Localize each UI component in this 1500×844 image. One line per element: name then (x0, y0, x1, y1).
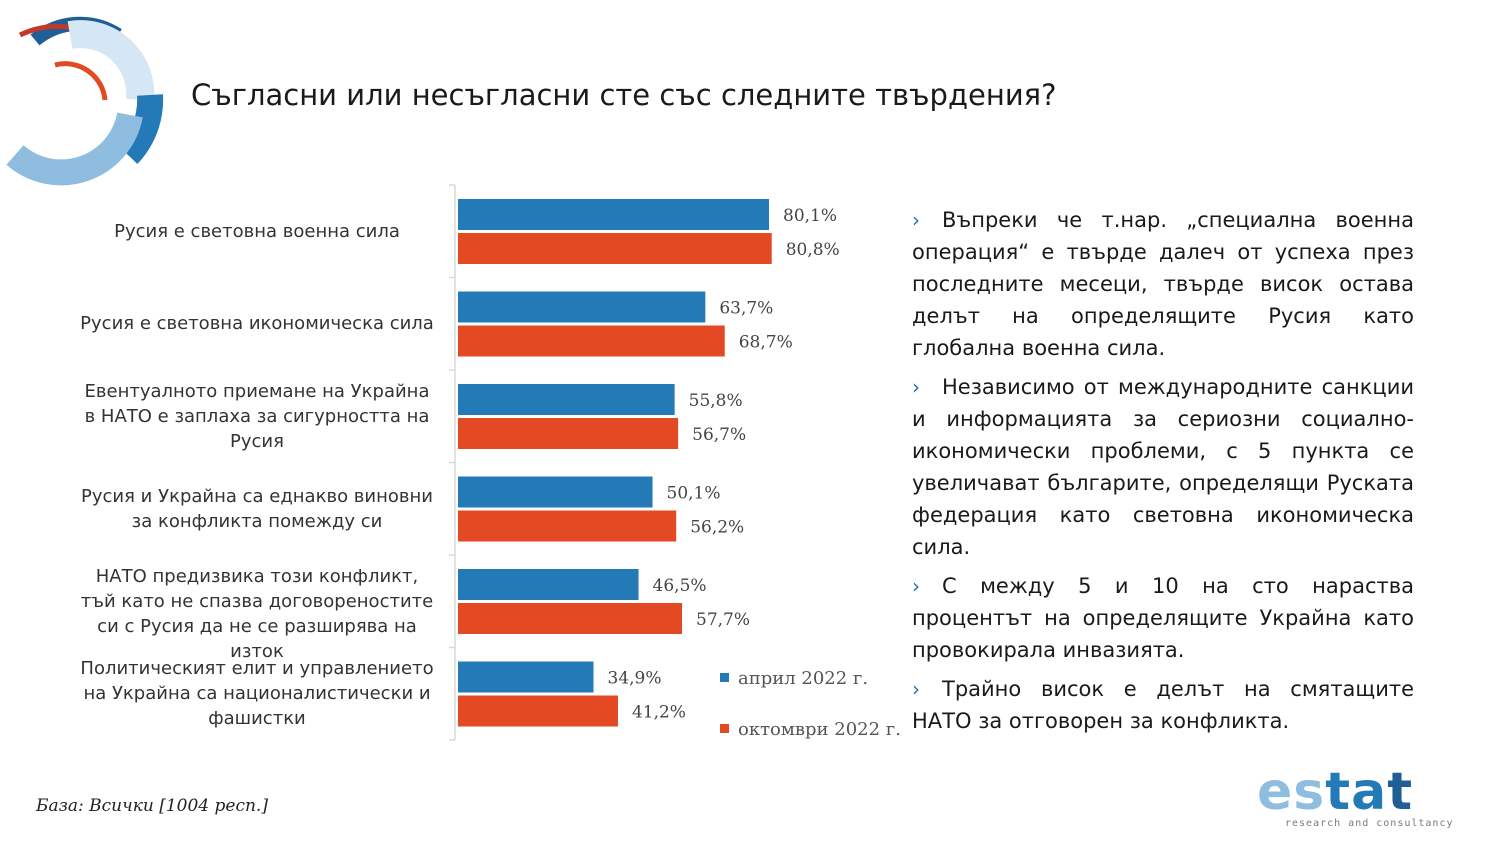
base-note: База: Всички [1004 респ.] (36, 796, 268, 816)
bullet-text: Трайно висок е делът на смятащите НАТО з… (912, 677, 1414, 733)
data-label: 56,7% (692, 425, 746, 445)
legend-april-label: април 2022 г. (738, 668, 869, 689)
bar-october (458, 510, 677, 542)
category-label: Евентуалното приемане на Украйна в НАТО … (84, 380, 430, 452)
chevron-right-icon: › (912, 375, 920, 399)
category-label: Русия е световна икономическа сила (80, 313, 434, 335)
chevron-right-icon: › (912, 574, 920, 598)
bar-october (458, 233, 772, 264)
bullet-text: С между 5 и 10 на сто нараства процентът… (912, 574, 1414, 662)
legend-october-label: октомври 2022 г. (738, 719, 901, 740)
bar-october (458, 695, 618, 727)
bar-april (458, 569, 639, 600)
bar-october (458, 603, 683, 634)
bullet-text: Въпреки че т.нар. „специална военна опер… (912, 208, 1414, 360)
legend-october-swatch (720, 724, 729, 733)
category-label: Политическият елит и управлението на Укр… (80, 658, 434, 730)
bar-april (458, 199, 769, 230)
bullet-item: › Въпреки че т.нар. „специална военна опе… (912, 204, 1414, 364)
bar-october (458, 418, 679, 449)
data-label: 80,8% (786, 240, 840, 260)
page-title: Съгласни или несъгласни сте със следните… (191, 78, 1057, 112)
bullet-item: › С между 5 и 10 на сто нараства процентъ… (912, 570, 1414, 666)
chevron-right-icon: › (912, 208, 920, 232)
logo-arcs (6, 16, 164, 186)
data-label: 50,1% (667, 484, 721, 504)
bar-april (458, 291, 706, 323)
commentary-bullets: › Въпреки че т.нар. „специална военна опе… (912, 204, 1414, 744)
estat-logo: estat research and consultancy (1255, 762, 1475, 834)
legend-april: април 2022 г. (720, 668, 868, 689)
data-label: 55,8% (689, 391, 743, 411)
bar-april (458, 476, 653, 508)
logo-wordmark: estat (1257, 762, 1414, 822)
category-label: НАТО предизвика този конфликт, тъй като … (80, 565, 434, 662)
chevron-right-icon: › (912, 677, 920, 701)
bullet-text: Независимо от международните санкции и и… (912, 375, 1414, 559)
bar-october (458, 325, 725, 357)
bar-april (458, 384, 675, 415)
bullet-item: › Трайно висок е делът на смятащите НАТО … (912, 673, 1414, 737)
data-label: 57,7% (696, 610, 750, 630)
data-label: 56,2% (690, 518, 744, 538)
data-label: 68,7% (739, 333, 793, 353)
data-label: 41,2% (632, 703, 686, 723)
data-label: 34,9% (608, 669, 662, 689)
legend-april-swatch (720, 673, 729, 682)
legend-october: октомври 2022 г. (720, 719, 901, 740)
category-label: Русия е световна военна сила (114, 220, 400, 242)
data-label: 46,5% (653, 576, 707, 596)
category-label: Русия и Украйна са еднакво виновни за ко… (81, 485, 433, 532)
data-label: 63,7% (719, 299, 773, 319)
logo-tagline: research and consultancy (1285, 818, 1454, 829)
bullet-item: › Независимо от международните санкции и … (912, 371, 1414, 563)
bar-april (458, 661, 594, 693)
data-label: 80,1% (783, 206, 837, 226)
